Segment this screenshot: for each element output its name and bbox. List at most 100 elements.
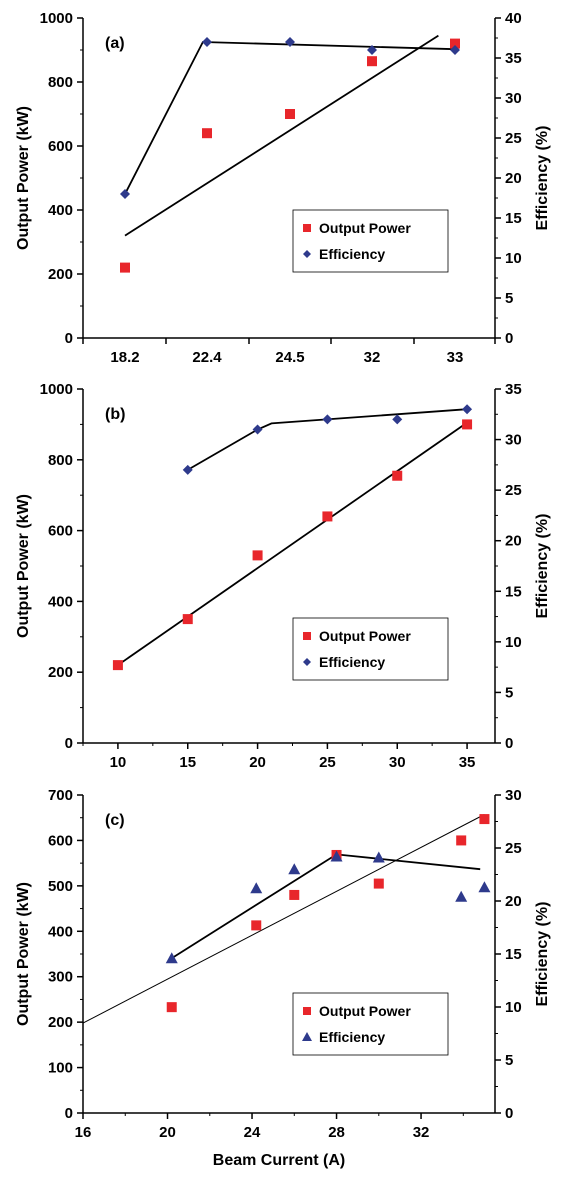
- left-tick-label: 0: [65, 1105, 73, 1122]
- x-tick-label: 35: [459, 754, 476, 771]
- legend-label: Output Power: [319, 1003, 411, 1019]
- right-tick-label: 35: [505, 50, 522, 67]
- x-tick-label: 16: [75, 1124, 92, 1141]
- efficiency-point: [478, 881, 491, 893]
- right-tick-label: 25: [505, 482, 522, 499]
- left-tick-label: 400: [48, 593, 73, 610]
- x-axis-title: Beam Current (A): [213, 1152, 345, 1169]
- left-axis-label: Output Power (kW): [15, 882, 32, 1026]
- legend-box: [292, 617, 449, 681]
- right-tick-label: 10: [505, 250, 522, 267]
- trend-line-left: [117, 421, 468, 666]
- output-power-point: [450, 38, 460, 49]
- efficiency-point: [288, 863, 301, 875]
- x-tick-label: 20: [249, 754, 266, 771]
- x-tick-label: 32: [413, 1124, 430, 1141]
- output-power-point: [112, 660, 123, 671]
- efficiency-point: [330, 850, 343, 862]
- left-tick-label: 200: [48, 1014, 73, 1031]
- output-power-point: [367, 56, 377, 67]
- trend-line-right: [187, 408, 468, 471]
- output-power-point: [252, 550, 263, 561]
- right-tick-label: 25: [505, 840, 522, 857]
- left-tick-label: 200: [48, 664, 73, 681]
- right-tick-label: 30: [505, 90, 522, 107]
- trend-line-left: [124, 34, 439, 237]
- left-tick-label: 500: [48, 878, 73, 895]
- x-tick-label: 25: [319, 754, 336, 771]
- left-tick-label: 400: [48, 923, 73, 940]
- legend-label: Efficiency: [319, 1029, 385, 1045]
- efficiency-point: [252, 424, 263, 435]
- legend-label: Efficiency: [319, 654, 385, 670]
- efficiency-point: [182, 464, 193, 475]
- right-tick-label: 35: [505, 381, 522, 398]
- trend-line-right: [171, 853, 481, 959]
- right-axis-label: Efficiency (%): [534, 126, 551, 231]
- output-power-point: [462, 419, 473, 430]
- chart-panel-3: 0 100 200 300 400 500 600 700 0 5 10 15 20 25 30 16 20 24…: [15, 787, 551, 1169]
- left-tick-label: 0: [65, 330, 73, 347]
- legend-label: Output Power: [319, 220, 411, 236]
- left-tick-label: 0: [65, 735, 73, 752]
- efficiency-point: [372, 851, 385, 863]
- efficiency-point: [367, 45, 377, 55]
- x-tick-label: 18.2: [110, 349, 139, 366]
- right-tick-label: 5: [505, 290, 513, 307]
- output-power-point: [322, 511, 333, 522]
- right-tick-label: 30: [505, 787, 522, 804]
- right-tick-label: 0: [505, 1105, 513, 1122]
- legend-label: Efficiency: [319, 246, 385, 262]
- legend-marker: [303, 1007, 311, 1015]
- x-tick-label: 15: [179, 754, 196, 771]
- left-tick-label: 100: [48, 1060, 73, 1077]
- x-tick-label: 24.5: [275, 349, 304, 366]
- right-tick-label: 20: [505, 533, 522, 550]
- left-tick-label: 1000: [40, 381, 73, 398]
- trend-line-left: [82, 814, 485, 1024]
- output-power-point: [202, 128, 212, 139]
- legend-marker: [303, 250, 311, 258]
- panel-label: (a): [105, 35, 125, 52]
- legend-marker: [303, 632, 311, 640]
- x-tick-label: 22.4: [192, 349, 222, 366]
- output-power-point: [392, 470, 403, 481]
- left-tick-label: 800: [48, 452, 73, 469]
- legend-box: [292, 209, 449, 273]
- left-axis-label: Output Power (kW): [15, 106, 32, 250]
- efficiency-point: [250, 882, 263, 894]
- right-tick-label: 15: [505, 946, 522, 963]
- x-tick-label: 30: [389, 754, 406, 771]
- output-power-point: [285, 109, 295, 119]
- right-axis-label: Efficiency (%): [534, 902, 551, 1007]
- efficiency-point: [322, 414, 333, 425]
- panel-label: (c): [105, 812, 125, 829]
- left-tick-label: 400: [48, 202, 73, 219]
- right-tick-label: 30: [505, 432, 522, 449]
- x-tick-label: 20: [159, 1124, 176, 1141]
- right-tick-label: 15: [505, 583, 522, 600]
- left-axis-label: Output Power (kW): [15, 494, 32, 638]
- left-tick-label: 300: [48, 969, 73, 986]
- efficiency-point: [462, 404, 473, 415]
- right-tick-label: 25: [505, 130, 522, 147]
- left-tick-label: 700: [48, 787, 73, 804]
- output-power-point: [251, 920, 262, 931]
- right-tick-label: 0: [505, 735, 513, 752]
- right-tick-label: 10: [505, 634, 522, 651]
- left-tick-label: 1000: [40, 10, 73, 27]
- chart-panel-2: 0 200 400 600 800 1000 0 5 10 15 20 25 30 35 10 15 20 25 3…: [15, 381, 551, 771]
- efficiency-point: [120, 189, 130, 199]
- left-tick-label: 200: [48, 266, 73, 283]
- right-axis-label: Efficiency (%): [534, 514, 551, 619]
- output-power-point: [373, 878, 384, 889]
- efficiency-point: [165, 952, 178, 964]
- legend-marker: [303, 224, 311, 232]
- efficiency-point: [285, 37, 295, 47]
- panel-label: (b): [105, 406, 125, 423]
- left-tick-label: 600: [48, 523, 73, 540]
- efficiency-point: [455, 890, 468, 902]
- output-power-point: [456, 835, 467, 846]
- legend-marker: [303, 658, 311, 666]
- legend-box: [292, 992, 449, 1056]
